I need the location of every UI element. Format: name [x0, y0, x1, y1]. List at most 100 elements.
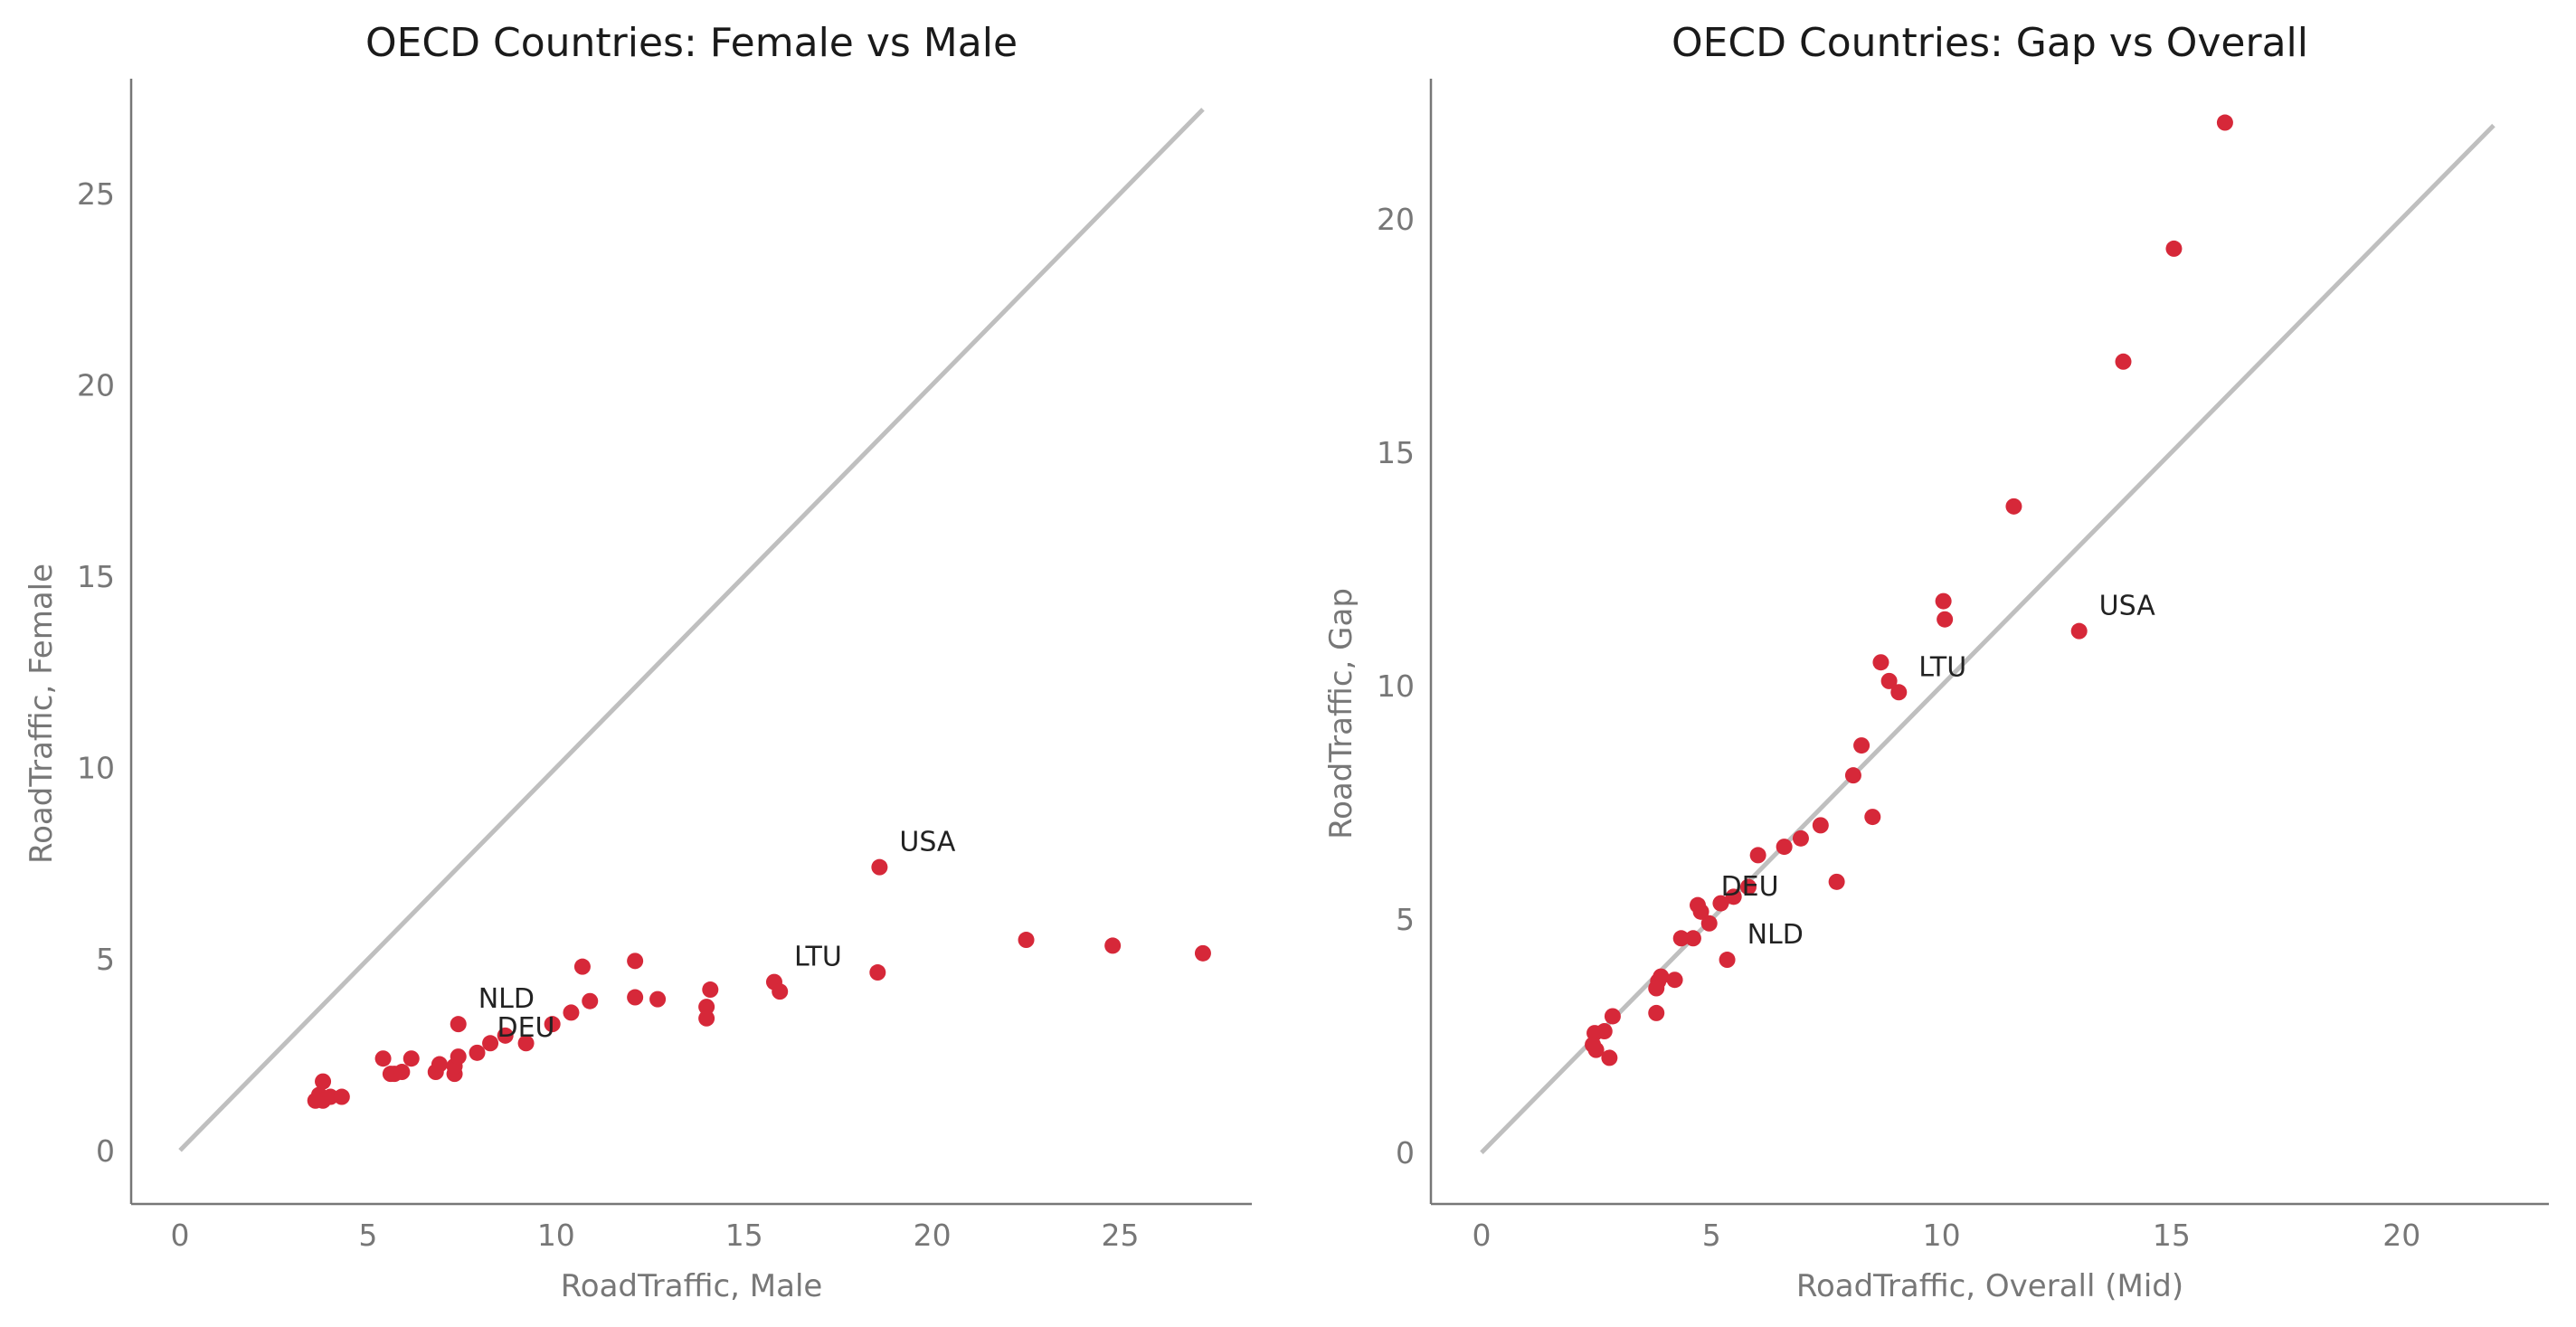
data-point [871, 858, 888, 876]
data-point [1864, 809, 1881, 826]
x-tick-label: 5 [358, 1218, 377, 1253]
data-point [1812, 817, 1829, 834]
data-point [469, 1044, 486, 1061]
data-point [573, 958, 591, 975]
y-tick-label: 15 [1377, 435, 1415, 470]
data-point [1672, 930, 1690, 947]
data-point [374, 1050, 392, 1067]
x-tick-label: 15 [2153, 1218, 2191, 1253]
identity-reference-line [1480, 123, 2496, 1154]
data-point [431, 1056, 448, 1073]
x-axis-label: RoadTraffic, Male [561, 1268, 823, 1304]
x-tick-label: 25 [1101, 1218, 1139, 1253]
identity-reference-line [178, 108, 1205, 1152]
x-tick-label: 10 [1923, 1218, 1961, 1253]
x-tick-label: 10 [537, 1218, 575, 1253]
data-point [1666, 972, 1683, 989]
data-point [1776, 839, 1793, 856]
data-point [1853, 737, 1870, 754]
data-point [1890, 684, 1908, 701]
data-point [2070, 622, 2088, 640]
data-point [333, 1088, 350, 1105]
y-tick-label: 10 [1377, 668, 1415, 704]
data-point [563, 1004, 580, 1021]
data-point [1601, 1049, 1618, 1066]
x-tick-label: 15 [725, 1218, 763, 1253]
chart-title: OECD Countries: Female vs Male [365, 20, 1018, 66]
data-point [1828, 873, 1845, 890]
data-point [627, 989, 644, 1006]
data-point [1684, 930, 1701, 947]
data-point [1648, 1004, 1665, 1021]
y-tick-label: 0 [96, 1133, 115, 1169]
data-point [1872, 654, 1889, 671]
data-point [1018, 932, 1035, 949]
point-label-deu: DEU [1721, 871, 1779, 903]
x-tick-label: 20 [2382, 1218, 2420, 1253]
point-label-deu: DEU [497, 1012, 555, 1044]
point-label-usa: USA [2099, 591, 2156, 622]
data-point [402, 1050, 420, 1067]
x-tick-label: 5 [1702, 1218, 1721, 1253]
data-point [869, 964, 886, 981]
data-point [627, 953, 644, 970]
data-point [1692, 903, 1709, 920]
y-axis-label: RoadTraffic, Gap [1323, 588, 1359, 839]
data-point [517, 1035, 535, 1052]
x-tick-label: 0 [1472, 1218, 1491, 1253]
data-point [497, 1027, 514, 1044]
data-point [582, 992, 599, 1009]
data-point [1104, 937, 1122, 954]
data-point [1587, 1041, 1605, 1058]
chart-title: OECD Countries: Gap vs Overall [1672, 20, 2308, 66]
y-tick-label: 5 [96, 942, 115, 977]
data-point [698, 999, 715, 1016]
data-point [772, 983, 789, 1000]
point-label-nld: NLD [1747, 919, 1804, 951]
data-point [1719, 952, 1736, 969]
data-point [1604, 1008, 1621, 1025]
point-label-usa: USA [899, 827, 956, 858]
data-point [450, 1048, 467, 1066]
data-point [1880, 672, 1898, 689]
data-point [2005, 498, 2022, 515]
x-axis-label: RoadTraffic, Overall (Mid) [1796, 1268, 2183, 1304]
y-tick-label: 20 [77, 368, 115, 403]
data-point [1739, 878, 1757, 896]
data-point [1844, 767, 1861, 784]
data-point [1935, 592, 1952, 610]
data-point [702, 981, 719, 999]
chart-panel-2: OECD Countries: Gap vs Overall 0 5 10 15 20 0 5… [1323, 20, 2549, 1304]
y-axis-label: RoadTraffic, Female [24, 564, 60, 864]
point-label-ltu: LTU [794, 942, 842, 973]
data-point [1194, 944, 1211, 962]
y-tick-label: 15 [77, 559, 115, 594]
y-tick-label: 20 [1377, 202, 1415, 237]
chart-panel-1: OECD Countries: Female vs Male 0 5 10 15 20 25… [24, 20, 1252, 1304]
y-tick-label: 10 [77, 751, 115, 786]
data-point [315, 1073, 332, 1090]
data-point [1792, 829, 1809, 847]
data-point [1648, 980, 1665, 997]
data-point [482, 1035, 499, 1052]
data-point [1700, 915, 1718, 932]
y-tick-label: 25 [77, 176, 115, 212]
data-point [2216, 114, 2233, 131]
point-label-nld: NLD [478, 983, 535, 1015]
x-tick-label: 20 [914, 1218, 952, 1253]
y-tick-label: 0 [1396, 1135, 1415, 1171]
data-point [649, 991, 667, 1008]
data-point [698, 1009, 715, 1027]
data-point [1712, 895, 1729, 912]
x-tick-label: 0 [171, 1218, 190, 1253]
data-point [1937, 611, 1954, 628]
data-point [393, 1064, 411, 1081]
point-label-ltu: LTU [1918, 651, 1966, 683]
data-point [544, 1016, 561, 1033]
data-point [2165, 240, 2183, 257]
data-point [322, 1088, 339, 1105]
data-point [1725, 888, 1742, 905]
data-point [1749, 847, 1766, 864]
y-tick-label: 5 [1396, 902, 1415, 937]
